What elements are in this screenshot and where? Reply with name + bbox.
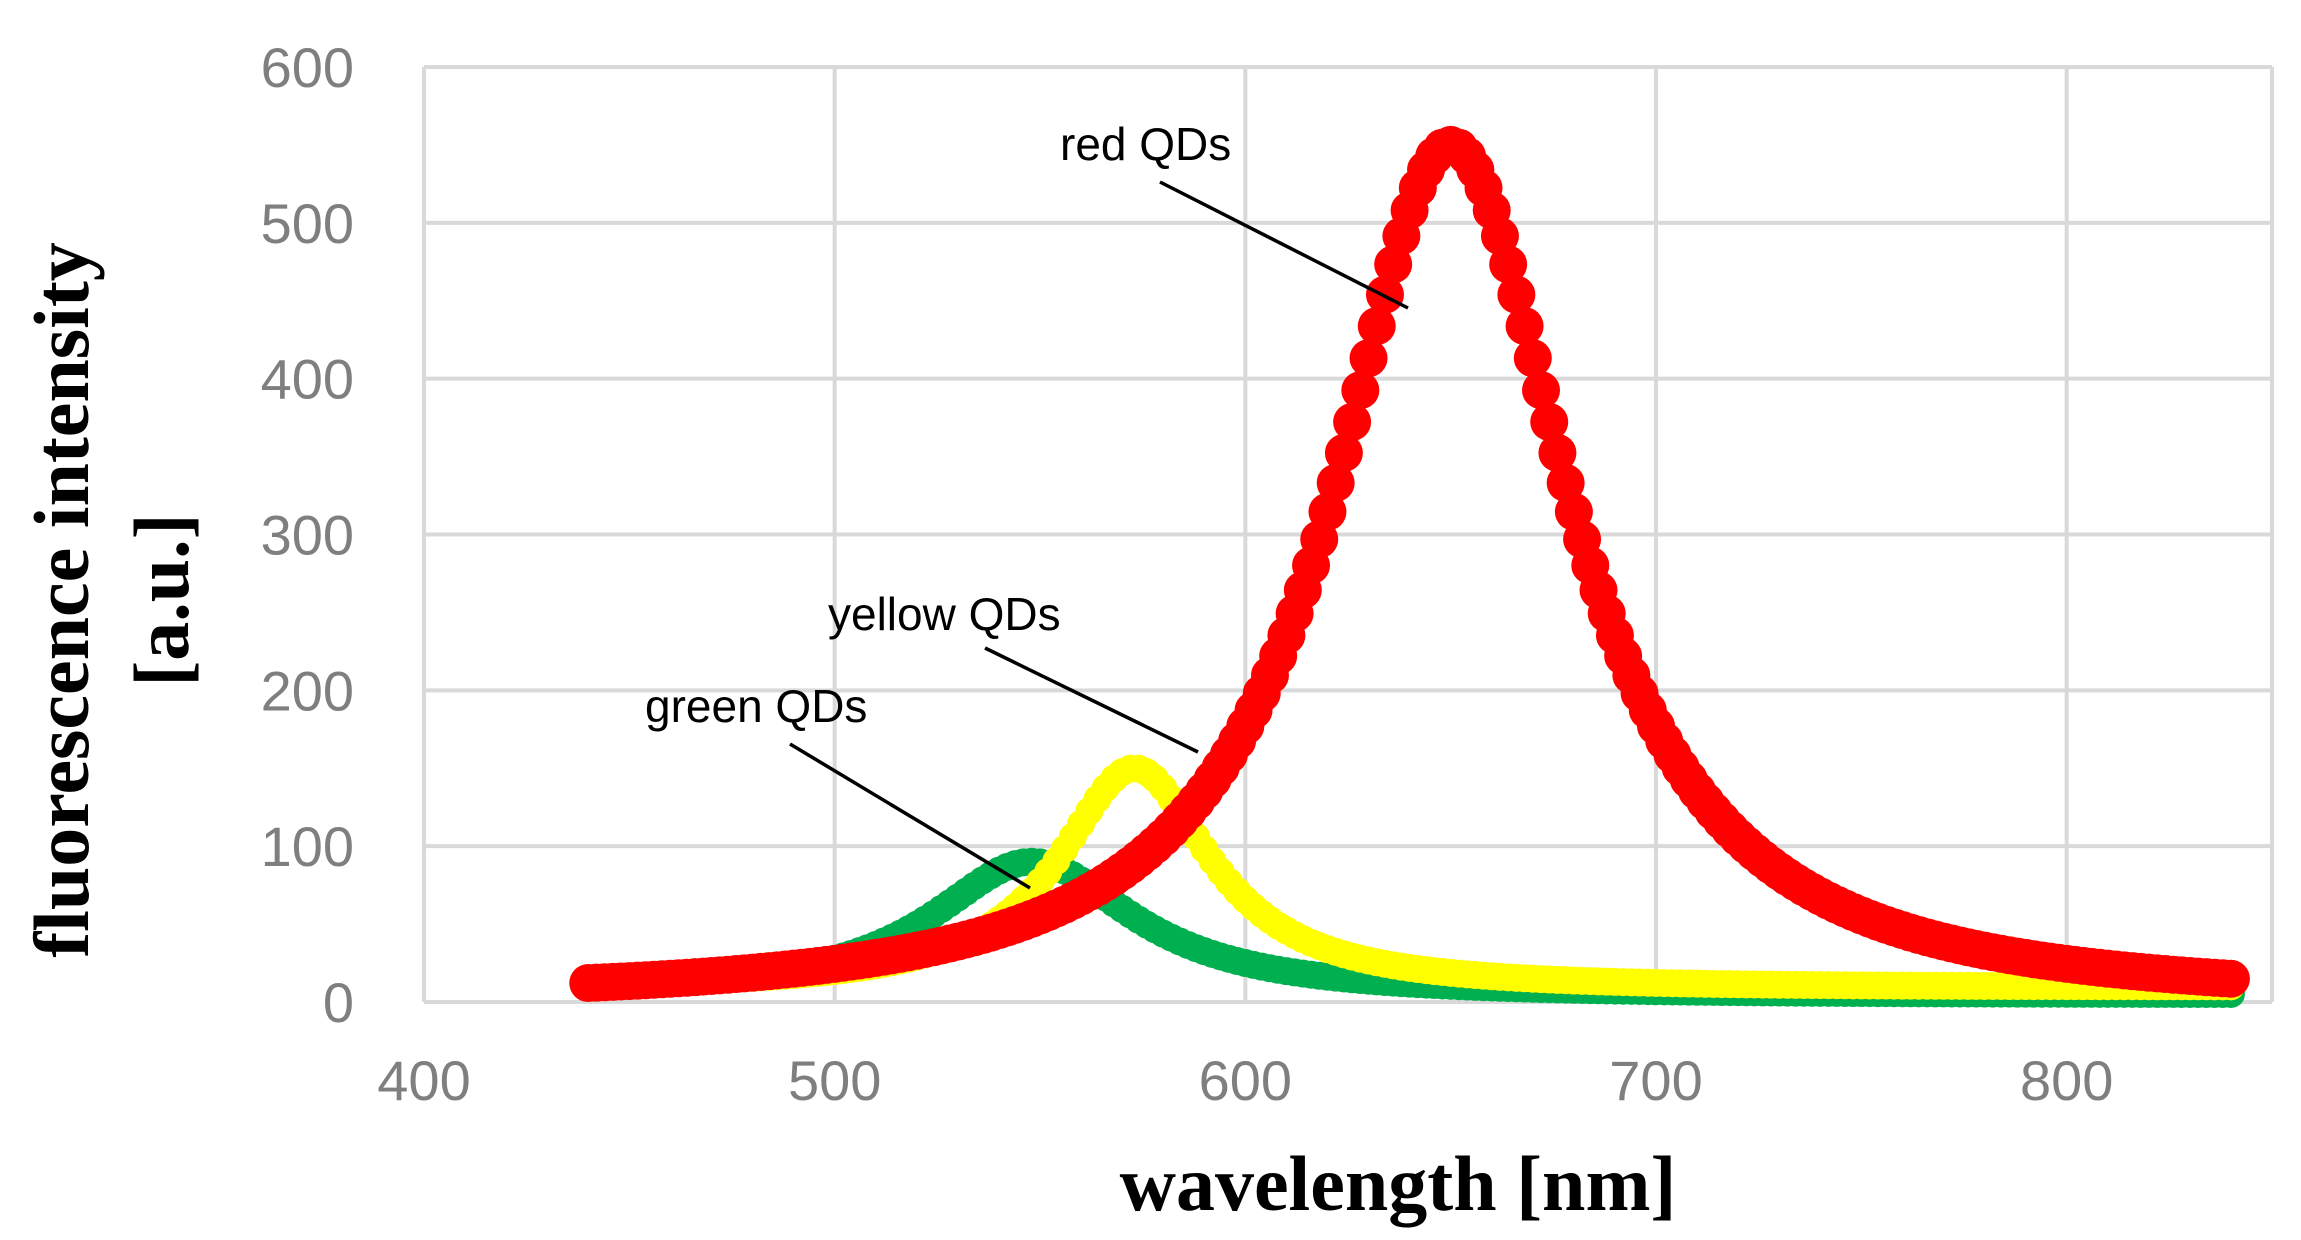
y-axis-title: fluorescence intensity [a.u.] — [18, 242, 205, 958]
leader-line-green-qds — [789, 742, 1031, 890]
tick-layer: 0 100 200 300 400 500 600 400 500 600 700 800 — [261, 36, 2114, 1112]
y-tick-label: 500 — [261, 192, 354, 255]
x-tick-label: 800 — [2020, 1049, 2113, 1112]
y-tick-label: 0 — [323, 971, 354, 1034]
y-tick-label: 100 — [261, 815, 354, 878]
data-point — [1505, 307, 1544, 346]
leader-line-yellow-qds — [984, 646, 1199, 754]
y-tick-label: 400 — [261, 348, 354, 411]
y-tick-label: 200 — [261, 659, 354, 722]
data-point — [1308, 492, 1347, 531]
data-point — [1513, 339, 1552, 378]
x-tick-label: 500 — [788, 1049, 881, 1112]
data-point — [2211, 959, 2250, 998]
data-point — [1324, 433, 1363, 472]
annotation-red-qds: red QDs — [1060, 118, 1231, 170]
grid-layer — [422, 65, 2274, 1004]
data-point — [1530, 402, 1569, 441]
series-layer — [569, 125, 2250, 1009]
x-axis-title: wavelength [nm] — [1120, 1140, 1677, 1227]
annotation-green-qds: green QDs — [645, 680, 867, 732]
annotation-yellow-qds: yellow QDs — [828, 588, 1061, 640]
series-red-qds — [569, 125, 2250, 1003]
y-tick-label: 600 — [261, 36, 354, 99]
data-point — [1349, 339, 1388, 378]
x-tick-label: 700 — [1609, 1049, 1702, 1112]
data-point — [1316, 463, 1355, 502]
x-tick-label: 600 — [1199, 1049, 1292, 1112]
data-point — [1497, 275, 1536, 314]
x-tick-label: 400 — [377, 1049, 470, 1112]
y-axis-title-line1: fluorescence intensity — [18, 242, 105, 958]
y-tick-label: 300 — [261, 504, 354, 567]
annotation-layer: green QDs yellow QDs red QDs — [645, 118, 1409, 890]
y-axis-title-line2: [a.u.] — [118, 513, 205, 686]
data-point — [1489, 245, 1528, 284]
data-point — [1357, 307, 1396, 346]
data-point — [1546, 463, 1585, 502]
data-point — [1522, 371, 1561, 410]
data-point — [1538, 433, 1577, 472]
leader-line-red-qds — [1159, 180, 1409, 310]
data-point — [1333, 402, 1372, 441]
data-point — [1341, 371, 1380, 410]
